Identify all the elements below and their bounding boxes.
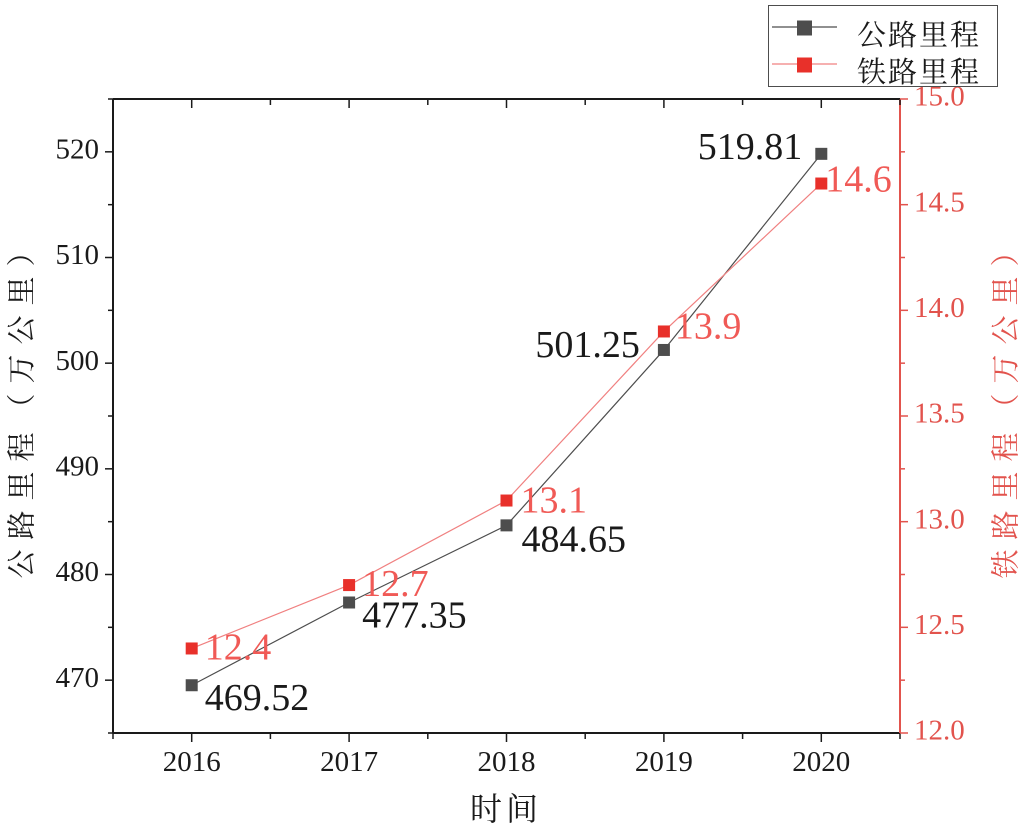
svg-text:490: 490: [56, 450, 100, 482]
svg-text:12.7: 12.7: [362, 563, 429, 605]
svg-text:484.65: 484.65: [522, 518, 627, 560]
svg-text:2020: 2020: [792, 746, 850, 778]
svg-text:519.81: 519.81: [698, 126, 803, 168]
svg-text:2017: 2017: [320, 746, 378, 778]
svg-text:12.0: 12.0: [914, 715, 965, 747]
svg-text:501.25: 501.25: [535, 324, 640, 366]
svg-text:500: 500: [56, 345, 100, 377]
svg-text:469.52: 469.52: [205, 677, 310, 719]
svg-text:480: 480: [56, 556, 100, 588]
svg-text:13.9: 13.9: [675, 305, 742, 347]
svg-text:14.0: 14.0: [914, 292, 965, 324]
svg-text:12.5: 12.5: [914, 609, 965, 641]
svg-text:13.1: 13.1: [521, 480, 588, 522]
svg-text:2018: 2018: [478, 746, 536, 778]
svg-text:2016: 2016: [163, 746, 221, 778]
svg-text:13.5: 13.5: [914, 398, 965, 430]
svg-text:12.4: 12.4: [205, 626, 272, 668]
svg-text:470: 470: [56, 662, 100, 694]
svg-text:2019: 2019: [635, 746, 693, 778]
svg-text:14.6: 14.6: [825, 159, 892, 201]
svg-text:510: 510: [56, 239, 100, 271]
svg-text:13.0: 13.0: [914, 503, 965, 535]
svg-text:520: 520: [56, 133, 100, 165]
svg-text:14.5: 14.5: [914, 186, 965, 218]
